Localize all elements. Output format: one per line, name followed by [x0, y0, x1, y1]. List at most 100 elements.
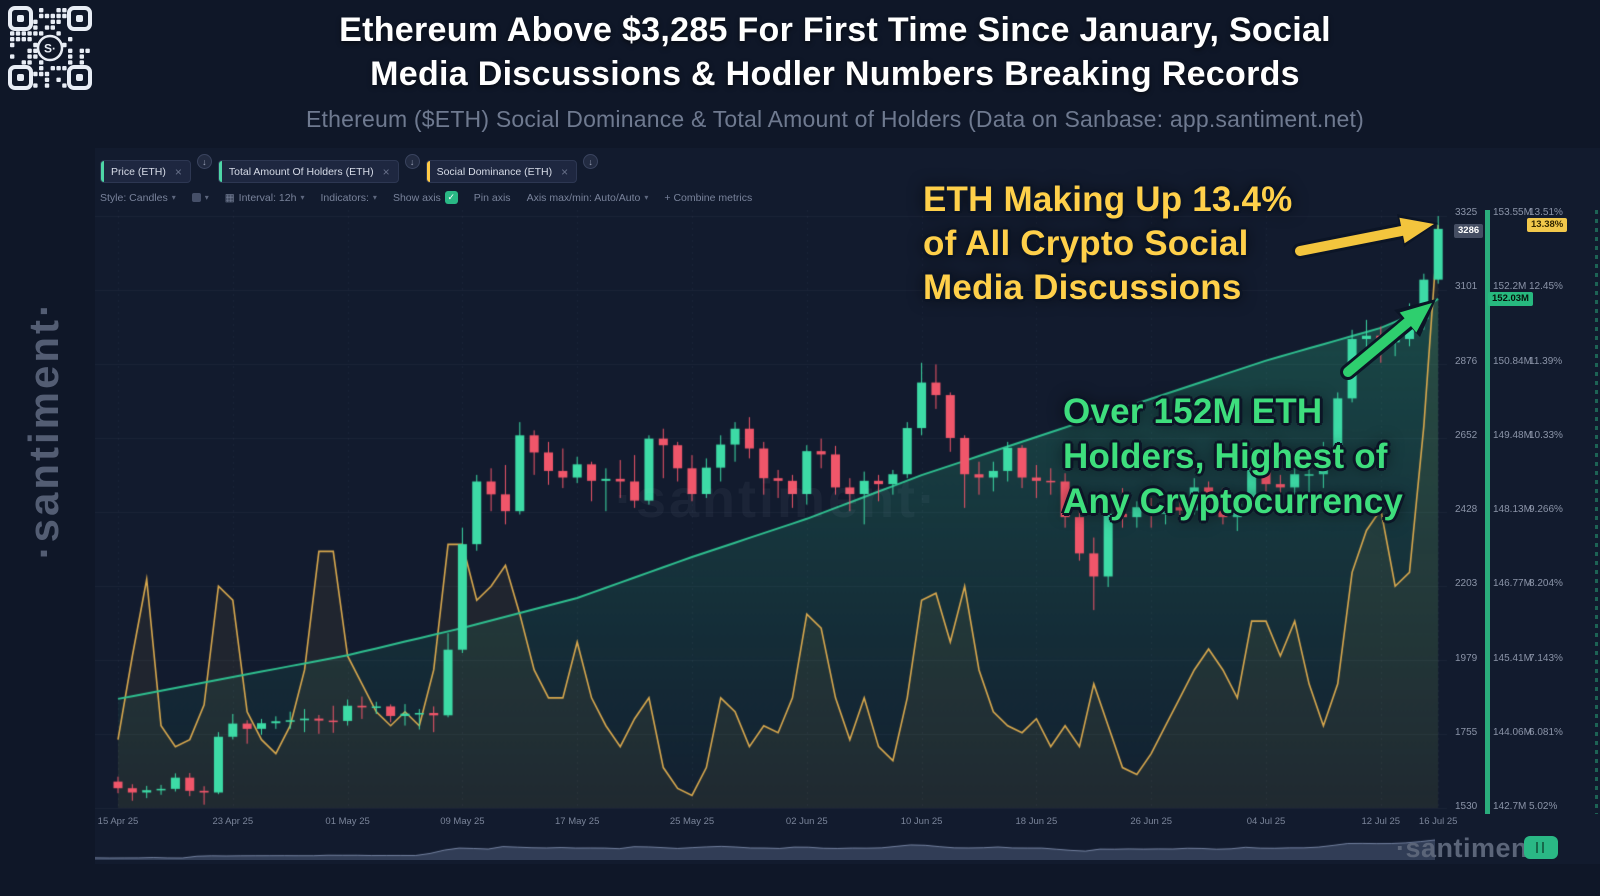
interval-label: Interval: 12h [238, 191, 297, 204]
x-axis-date-label: 18 Jun 25 [1015, 816, 1058, 827]
santiment-footer-logo: ·santiment [1396, 833, 1538, 863]
holders-annotation: Over 152M ETH Holders, Highest of Any Cr… [1063, 389, 1403, 524]
tab-social-dominance-eth[interactable]: Social Dominance (ETH) × [425, 160, 578, 183]
axis-tick-label: 146.77M [1493, 578, 1532, 590]
x-axis-date-label: 02 Jun 25 [785, 816, 828, 827]
tab-social-label: Social Dominance (ETH) [436, 165, 553, 178]
axis-tick-label: 1979 [1455, 652, 1478, 664]
axis-maxmin-label: Axis max/min: Auto/Auto [526, 191, 641, 204]
right-edge-axis-marker [1595, 210, 1598, 814]
axis-tick-label: 5.02% [1529, 801, 1558, 812]
combine-metrics-button[interactable]: + Combine metrics [664, 192, 752, 204]
social-annotation-line-1: ETH Making Up 13.4% [923, 180, 1293, 219]
color-square-icon [191, 193, 201, 202]
axis-tick-label: 148.13M [1493, 504, 1532, 515]
axis-tick-label: 2428 [1455, 504, 1478, 515]
style-label: Style: Candles [100, 191, 168, 204]
headline: Ethereum Above $3,285 For First Time Sin… [110, 8, 1560, 96]
combine-metrics-label: + Combine metrics [664, 191, 753, 204]
axis-tick-label: 6.081% [1529, 726, 1563, 738]
headline-line-2: Media Discussions & Hodler Numbers Break… [370, 55, 1300, 93]
price-accent-bar [101, 161, 104, 182]
axis-tick-label: 11.39% [1529, 355, 1563, 367]
axis-tick-label: 150.84M [1493, 355, 1532, 367]
axis-tick-label: 2203 [1455, 578, 1478, 590]
indicators-dropdown[interactable]: Indicators: ▾ [320, 192, 376, 204]
holders-axis-strip [1485, 210, 1490, 814]
social-annotation-line-2: of All Crypto Social [923, 224, 1249, 263]
x-axis-date-label: 01 May 25 [325, 816, 370, 827]
tab-price-eth[interactable]: Price (ETH) × [100, 160, 191, 183]
pin-axis-toggle[interactable]: Pin axis [474, 192, 511, 204]
axis-tick-label: 12.45% [1529, 281, 1563, 293]
metric-tabs: Price (ETH) × ↓ Total Amount Of Holders … [100, 154, 599, 183]
social-accent-bar [426, 161, 430, 182]
show-axis-toggle[interactable]: Show axis ✓ [393, 191, 458, 204]
axis-tick-label: 149.48M [1493, 429, 1532, 441]
close-icon[interactable]: × [382, 164, 390, 179]
axis-tick-label: 144.06M [1493, 726, 1532, 738]
range-slider-handle[interactable] [1524, 836, 1558, 859]
axis-tick-label: 1530 [1455, 801, 1478, 812]
x-axis-date-label: 10 Jun 25 [900, 816, 943, 827]
calendar-icon: ▦ [224, 191, 235, 204]
social-annotation-line-3: Media Discussions [923, 268, 1242, 307]
pin-axis-label: Pin axis [473, 191, 511, 204]
social-dominance-annotation: ETH Making Up 13.4% of All Crypto Social… [923, 178, 1292, 310]
chevron-down-icon: ▾ [204, 193, 209, 202]
axis-tick-label: 3101 [1455, 281, 1478, 293]
subtitle: Ethereum ($ETH) Social Dominance & Total… [306, 106, 1364, 132]
close-icon[interactable]: × [174, 164, 182, 179]
santiment-watermark: ·santiment· [615, 469, 940, 529]
holders-annotation-line-1: Over 152M ETH [1063, 392, 1323, 431]
chevron-down-icon: ▾ [171, 193, 176, 202]
tab-holders-label: Total Amount Of Holders (ETH) [228, 165, 374, 178]
social-dominance-axis: 13.51% 12.45% 11.39% 10.33% 9.266% 8.204% 7.14… [1529, 208, 1575, 812]
collapse-arrow-icon[interactable]: ↓ [196, 154, 212, 169]
axis-tick-label: 2876 [1455, 355, 1478, 367]
price-holders-social-chart[interactable] [95, 210, 1600, 814]
close-icon[interactable]: × [561, 164, 569, 179]
collapse-arrow-icon[interactable]: ↓ [583, 154, 599, 169]
holders-axis: 153.55M 152.2M 150.84M 149.48M 148.13M 146.77… [1493, 208, 1539, 812]
collapse-arrow-icon[interactable]: ↓ [404, 154, 420, 169]
indicators-label: Indicators: [320, 191, 369, 204]
santiment-vertical-logo: ·santiment· [20, 300, 67, 560]
axis-tick-label: 7.143% [1529, 652, 1563, 664]
timeline-preview[interactable] [95, 834, 1435, 860]
axis-maxmin-dropdown[interactable]: Axis max/min: Auto/Auto ▾ [527, 192, 649, 204]
chevron-down-icon: ▾ [372, 193, 377, 202]
chevron-down-icon: ▾ [644, 193, 649, 202]
holders-annotation-line-3: Any Cryptocurrency [1063, 482, 1404, 521]
candle-color-dropdown[interactable]: ▾ [191, 193, 209, 202]
svg-text:S·: S· [44, 42, 56, 56]
tab-price-label: Price (ETH) [111, 165, 166, 178]
price-axis: 3325 3101 2876 2652 2428 2203 1979 1755 1530 [1455, 208, 1489, 812]
chart-toolbar: Style: Candles ▾ ▾ ▦ Interval: 12h ▾ Ind… [100, 191, 752, 204]
price-current-badge: 3286 [1454, 224, 1484, 238]
axis-tick-label: 9.266% [1529, 504, 1563, 515]
interval-dropdown[interactable]: ▦ Interval: 12h ▾ [225, 192, 305, 204]
x-axis-date-label: 23 Apr 25 [212, 816, 254, 827]
tab-total-holders-eth[interactable]: Total Amount Of Holders (ETH) × [217, 160, 399, 183]
x-axis-date-label: 12 Jul 25 [1361, 816, 1401, 827]
x-axis-date-label: 26 Jun 25 [1130, 816, 1173, 827]
x-axis-date-label: 15 Apr 25 [97, 816, 139, 827]
axis-tick-label: 2652 [1455, 429, 1478, 441]
chevron-down-icon: ▾ [300, 193, 305, 202]
style-dropdown[interactable]: Style: Candles ▾ [100, 192, 176, 204]
x-axis-date-label: 16 Jul 25 [1418, 816, 1458, 827]
headline-line-1: Ethereum Above $3,285 For First Time Sin… [339, 11, 1331, 49]
checkbox-checked-icon[interactable]: ✓ [444, 191, 458, 204]
x-axis-date-label: 04 Jul 25 [1246, 816, 1286, 827]
axis-tick-label: 10.33% [1529, 429, 1563, 441]
axis-tick-label: 13.51% [1529, 207, 1563, 218]
axis-tick-label: 145.41M [1493, 652, 1532, 664]
axis-tick-label: 142.7M [1493, 801, 1527, 812]
social-current-badge: 13.38% [1527, 218, 1568, 232]
qr-code: S· [8, 6, 92, 90]
holders-annotation-line-2: Holders, Highest of [1063, 437, 1388, 476]
holders-current-badge: 152.03M [1488, 292, 1533, 306]
axis-tick-label: 153.55M [1493, 207, 1532, 218]
